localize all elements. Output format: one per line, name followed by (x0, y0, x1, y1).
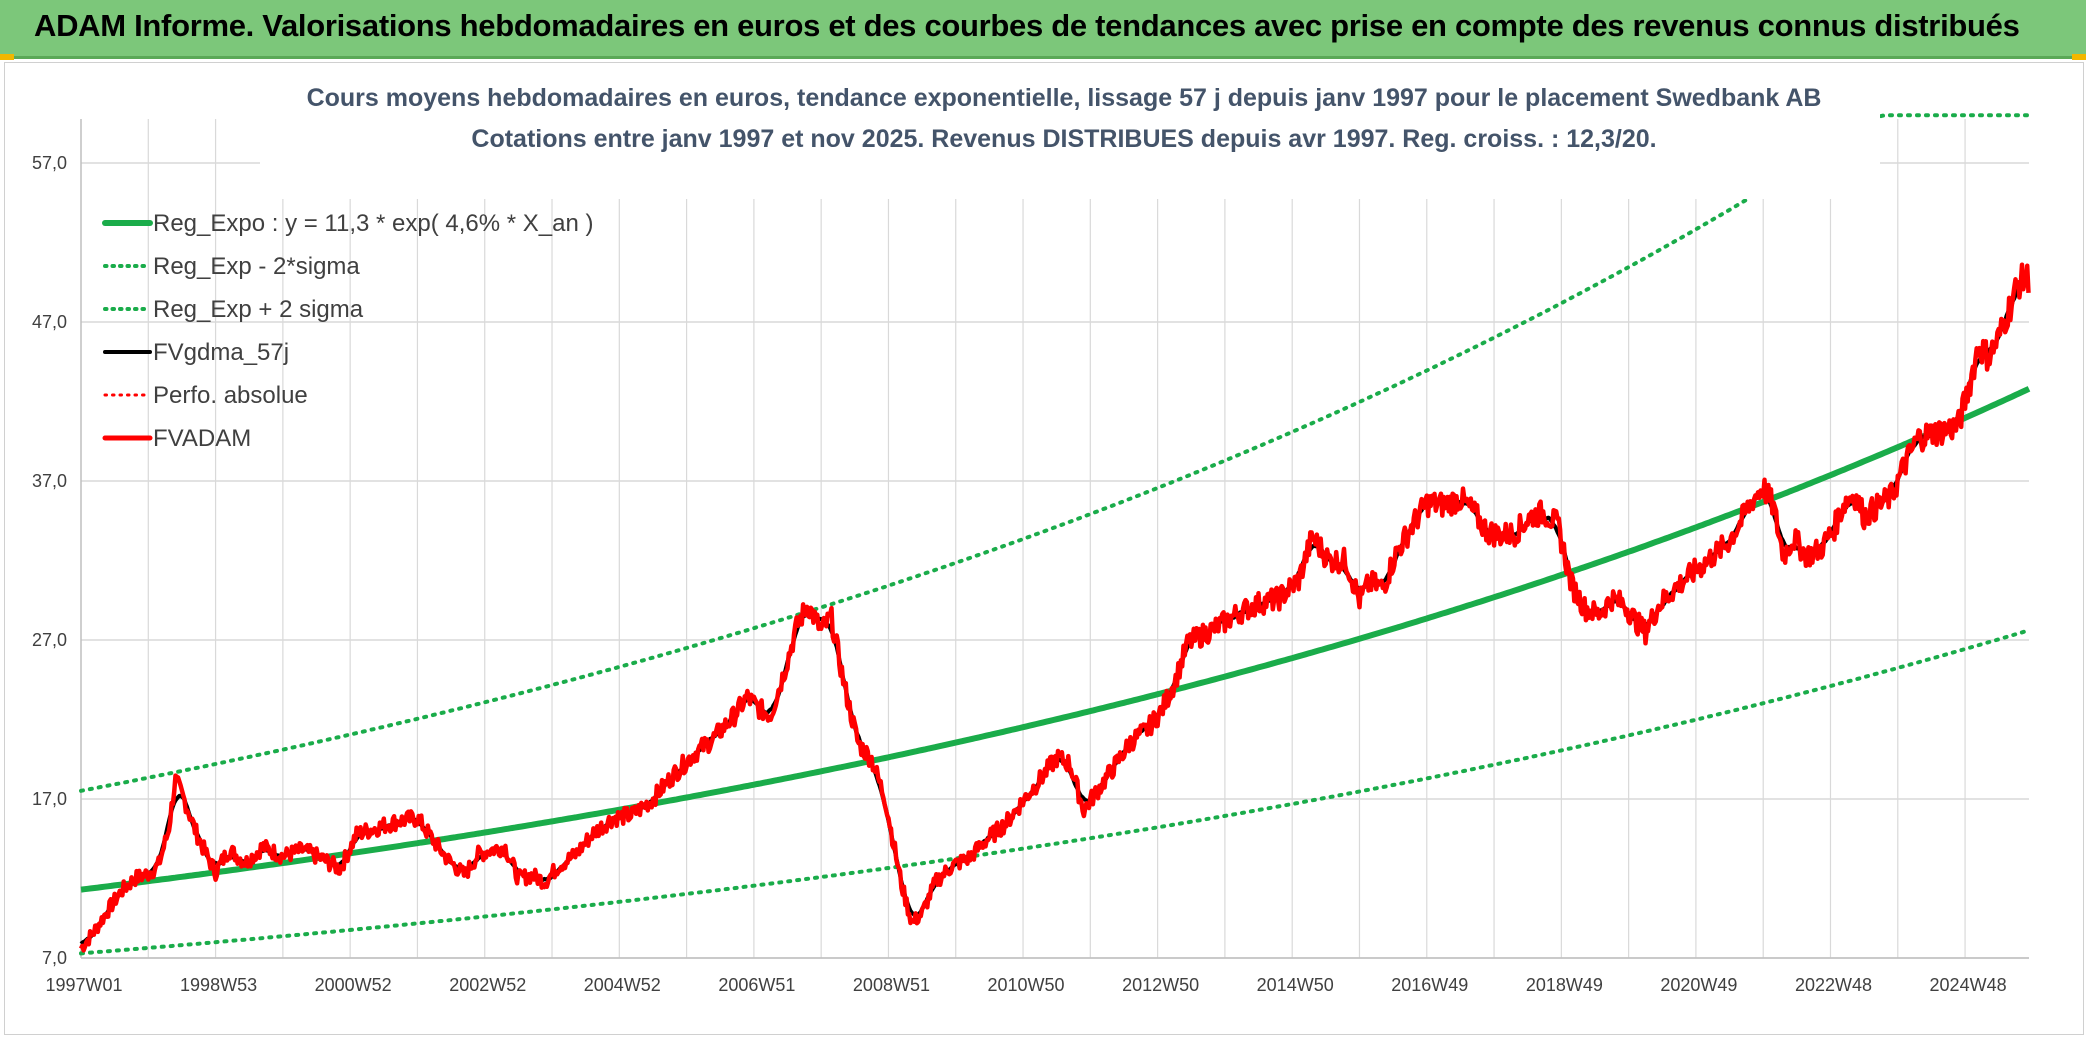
legend-label: Reg_Expo : y = 11,3 * exp( 4,6% * X_an ) (153, 210, 593, 237)
reg-exp-plus-2sigma-line (79, 113, 2031, 793)
x-tick-label: 2006W51 (718, 975, 795, 995)
x-tick-label: 2002W52 (449, 975, 526, 995)
x-tick-label: 2020W49 (1660, 975, 1737, 995)
legend-label: FVADAM (153, 425, 251, 452)
title-box (260, 89, 1880, 199)
x-tick-label: 2016W49 (1391, 975, 1468, 995)
corner-marker-left (0, 54, 14, 60)
x-tick-label: 1997W01 (45, 975, 122, 995)
y-tick-label: 37,0 (32, 471, 67, 491)
reg-exp-minus-2sigma-line (79, 628, 2031, 956)
y-tick-label: 7,0 (42, 948, 67, 968)
x-tick-label: 2012W50 (1122, 975, 1199, 995)
y-tick-label: 17,0 (32, 789, 67, 809)
x-tick-label: 2024W48 (1930, 975, 2007, 995)
y-tick-label: 47,0 (32, 312, 67, 332)
x-tick-label: 2008W51 (853, 975, 930, 995)
x-tick-label: 2014W50 (1257, 975, 1334, 995)
x-tick-label: 2010W50 (988, 975, 1065, 995)
header-banner: ADAM Informe. Valorisations hebdomadaire… (0, 0, 2086, 59)
chart-title: Cours moyens hebdomadaires en euros, ten… (307, 84, 1822, 112)
x-tick-label: 2018W49 (1526, 975, 1603, 995)
x-tick-label: 2000W52 (315, 975, 392, 995)
axes: 7,0 17,0 27,0 37,0 47,0 57,0 1997W01 1998W53 200… (32, 119, 2029, 995)
corner-marker-right (2072, 54, 2086, 60)
x-tick-label: 1998W53 (180, 975, 257, 995)
legend: Reg_Expo : y = 11,3 * exp( 4,6% * X_an )… (102, 210, 593, 452)
legend-label: Reg_Exp - 2*sigma (153, 253, 360, 280)
series-layer (78, 113, 2031, 956)
legend-label: FVgdma_57j (153, 339, 289, 366)
legend-label: Perfo. absolue (153, 382, 308, 409)
x-tick-label: 2022W48 (1795, 975, 1872, 995)
page-title: ADAM Informe. Valorisations hebdomadaire… (34, 8, 2020, 43)
chart-subtitle: Cotations entre janv 1997 et nov 2025. R… (471, 125, 1656, 153)
y-tick-label: 27,0 (32, 630, 67, 650)
chart-svg: 7,0 17,0 27,0 37,0 47,0 57,0 1997W01 1998W53 200… (32, 84, 2031, 995)
y-tick-label: 57,0 (32, 153, 67, 173)
chart-container: 7,0 17,0 27,0 37,0 47,0 57,0 1997W01 1998W53 200… (4, 62, 2084, 1035)
x-tick-label: 2004W52 (584, 975, 661, 995)
reg-expo-line (80, 386, 2031, 893)
legend-label: Reg_Exp + 2 sigma (153, 296, 364, 323)
fvadam-line (78, 262, 2031, 953)
